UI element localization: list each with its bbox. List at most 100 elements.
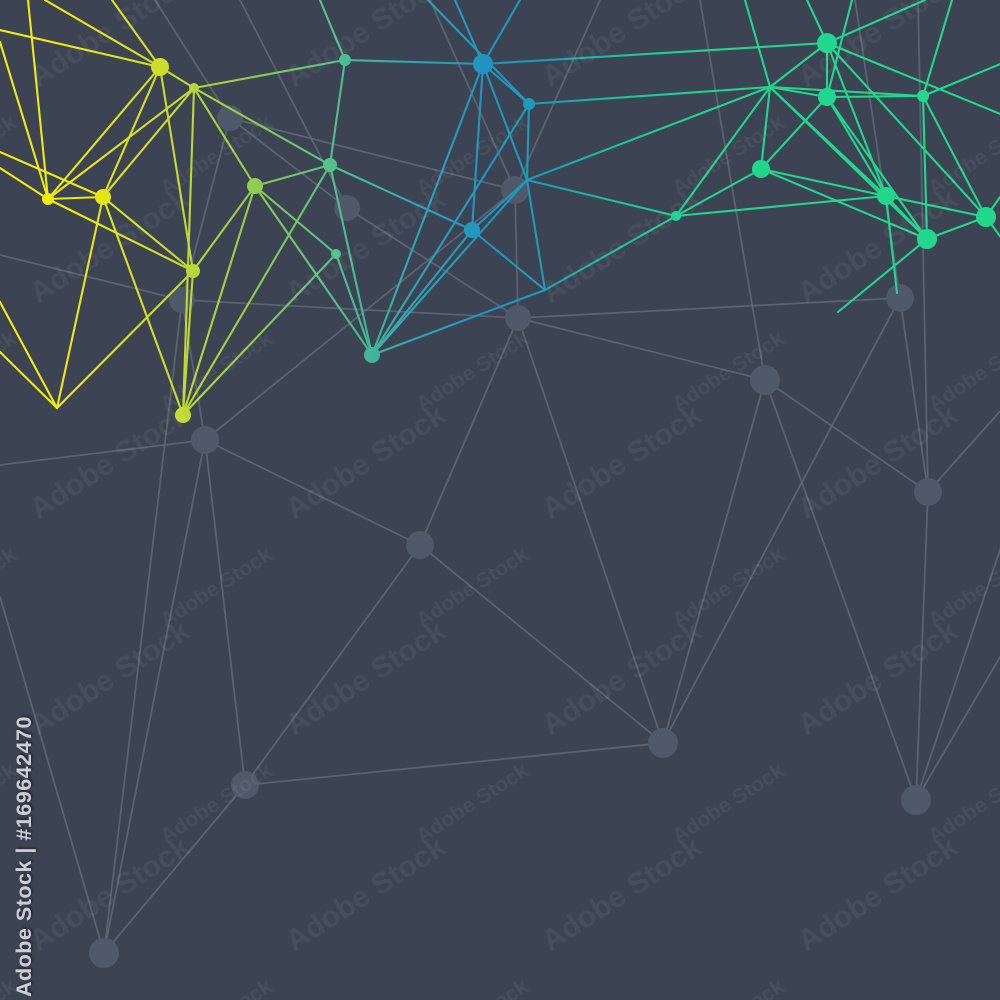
colored-network-edge bbox=[481, 62, 529, 182]
colored-network-node bbox=[95, 189, 111, 205]
colored-network-edge bbox=[825, 95, 929, 241]
colored-network-edge bbox=[759, 95, 829, 171]
colored-network-edge bbox=[0, 350, 59, 410]
gray-network-edge bbox=[915, 546, 1000, 801]
gray-network-node bbox=[505, 305, 531, 331]
colored-network-edge bbox=[759, 167, 888, 198]
gray-network-edge bbox=[0, 254, 183, 301]
colored-network-edge bbox=[825, 0, 854, 99]
colored-network-edge bbox=[101, 65, 162, 199]
colored-network-edge bbox=[253, 184, 374, 357]
colored-network-edge bbox=[46, 86, 196, 201]
colored-network-node bbox=[323, 158, 337, 172]
gray-network-edge bbox=[239, 0, 348, 209]
colored-network-edge bbox=[470, 62, 485, 232]
colored-network-edge bbox=[0, 28, 162, 69]
colored-network-edge bbox=[674, 85, 772, 218]
gray-network-edge bbox=[429, 0, 516, 191]
colored-network-edge bbox=[334, 252, 374, 357]
colored-network-edge bbox=[370, 62, 485, 357]
gray-network-edge bbox=[0, 596, 105, 954]
gray-network-edge bbox=[514, 189, 519, 319]
gray-network-edge bbox=[181, 299, 519, 319]
gray-network-edge bbox=[154, 0, 231, 119]
colored-network-edge bbox=[181, 252, 338, 417]
colored-network-node bbox=[917, 229, 937, 249]
colored-network-node bbox=[151, 58, 169, 76]
gray-network-edge bbox=[204, 439, 421, 546]
colored-network-node bbox=[976, 207, 996, 227]
gray-network-edge bbox=[229, 117, 516, 191]
colored-network-edge bbox=[318, 0, 347, 62]
colored-network-edge bbox=[743, 0, 772, 89]
colored-network-edge bbox=[253, 163, 332, 188]
gray-network-edge bbox=[662, 379, 766, 744]
gray-network-edge bbox=[244, 544, 421, 786]
colored-network-edge bbox=[0, 40, 50, 201]
gray-network-edge bbox=[103, 784, 246, 954]
colored-network-edge bbox=[768, 85, 829, 99]
colored-network-edge bbox=[825, 41, 1000, 116]
gray-network-edge bbox=[915, 491, 929, 801]
gray-network-node bbox=[406, 531, 434, 559]
gray-network-node bbox=[169, 287, 195, 313]
colored-network-node bbox=[189, 83, 199, 93]
colored-network-edge bbox=[328, 163, 374, 357]
colored-network-edge bbox=[527, 85, 772, 106]
gray-network-node bbox=[886, 284, 914, 312]
colored-network-edge bbox=[110, 0, 162, 69]
gray-network-edge bbox=[699, 0, 766, 381]
colored-network-edge bbox=[481, 41, 829, 66]
gray-network-edge bbox=[419, 544, 664, 744]
colored-network-edge bbox=[181, 86, 196, 417]
colored-network-edge bbox=[768, 41, 829, 89]
gray-network-edge bbox=[517, 297, 901, 319]
gray-network-edge bbox=[517, 317, 766, 381]
gray-network-node bbox=[648, 728, 678, 758]
colored-network-node bbox=[247, 178, 263, 194]
colored-network-edge bbox=[191, 184, 257, 273]
colored-network-edge bbox=[525, 178, 547, 292]
colored-network-edge bbox=[884, 194, 899, 295]
colored-network-edge bbox=[0, 150, 105, 199]
colored-network-edge bbox=[825, 41, 888, 198]
colored-network-edge bbox=[759, 167, 929, 241]
gray-network-edge bbox=[662, 297, 901, 744]
colored-network-edge bbox=[921, 63, 1000, 98]
colored-network-node bbox=[523, 98, 535, 110]
gray-network-edge bbox=[0, 439, 206, 466]
colored-network-edge bbox=[26, 0, 50, 201]
colored-network-edge bbox=[370, 178, 529, 357]
gray-network-layer bbox=[0, 0, 1000, 968]
colored-network-node bbox=[671, 211, 681, 221]
colored-network-edge bbox=[481, 0, 522, 66]
colored-network-node bbox=[877, 187, 895, 205]
colored-network-edge bbox=[43, 0, 162, 69]
gray-network-edge bbox=[204, 189, 516, 441]
gray-network-edge bbox=[764, 379, 929, 493]
colored-network-edge bbox=[181, 184, 257, 417]
colored-network-node bbox=[42, 193, 54, 205]
gray-network-edge bbox=[103, 299, 183, 954]
colored-network-edge bbox=[192, 86, 257, 188]
colored-network-edge bbox=[0, 300, 59, 410]
colored-network-node bbox=[752, 160, 770, 178]
colored-network-edge bbox=[921, 94, 988, 219]
gray-network-edge bbox=[346, 207, 519, 319]
gray-network-edge bbox=[229, 117, 348, 209]
gray-network-edge bbox=[899, 297, 929, 493]
colored-network-edge bbox=[370, 102, 531, 357]
colored-network-edge bbox=[55, 269, 195, 410]
colored-network-edge bbox=[925, 215, 988, 241]
gray-network-edge bbox=[514, 0, 601, 191]
colored-network-layer bbox=[0, 0, 1000, 423]
colored-network-edge bbox=[426, 0, 531, 106]
colored-network-node bbox=[464, 222, 480, 238]
colored-network-node bbox=[175, 407, 191, 423]
colored-network-edge bbox=[825, 95, 888, 198]
colored-network-node bbox=[818, 88, 836, 106]
gray-network-edge bbox=[927, 409, 1000, 493]
colored-network-edge bbox=[825, 94, 925, 99]
colored-network-edge bbox=[825, 41, 988, 219]
gray-network-edge bbox=[764, 379, 917, 801]
